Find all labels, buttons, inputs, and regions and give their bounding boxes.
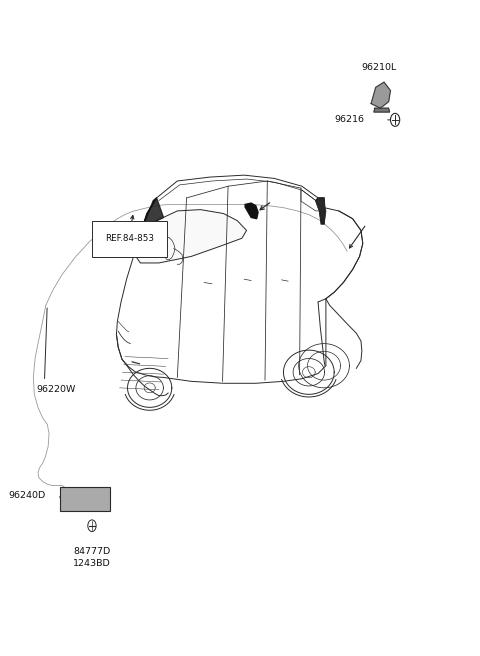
Text: 96220W: 96220W bbox=[36, 385, 76, 394]
Text: 96210L: 96210L bbox=[362, 64, 397, 72]
Polygon shape bbox=[136, 210, 247, 263]
Text: REF.84-853: REF.84-853 bbox=[105, 234, 154, 243]
Polygon shape bbox=[245, 203, 258, 218]
Polygon shape bbox=[371, 82, 391, 108]
Polygon shape bbox=[141, 198, 156, 234]
FancyBboxPatch shape bbox=[60, 487, 110, 512]
Polygon shape bbox=[374, 108, 390, 112]
Text: 84777D
1243BD: 84777D 1243BD bbox=[73, 547, 111, 568]
Text: 96240D: 96240D bbox=[9, 491, 46, 500]
Polygon shape bbox=[316, 198, 325, 224]
Text: 96216: 96216 bbox=[334, 115, 364, 125]
Polygon shape bbox=[141, 198, 164, 234]
